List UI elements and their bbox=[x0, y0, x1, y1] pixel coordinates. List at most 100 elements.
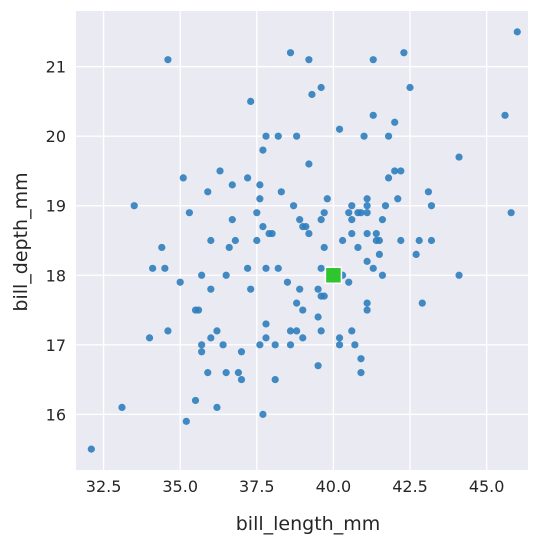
data-point bbox=[351, 341, 359, 349]
data-point bbox=[262, 264, 270, 272]
data-point bbox=[262, 132, 270, 140]
y-tick-label: 19 bbox=[46, 197, 66, 216]
data-point bbox=[363, 229, 371, 238]
data-point bbox=[222, 369, 230, 377]
data-point bbox=[87, 445, 95, 453]
data-point bbox=[372, 229, 380, 238]
data-point bbox=[381, 202, 390, 210]
data-point bbox=[455, 153, 463, 161]
data-point bbox=[194, 306, 203, 314]
y-tick-label: 20 bbox=[46, 127, 66, 146]
data-point bbox=[259, 410, 267, 418]
data-point bbox=[348, 216, 356, 224]
data-point bbox=[384, 174, 393, 182]
data-point bbox=[283, 278, 292, 286]
data-point bbox=[501, 111, 509, 119]
data-point bbox=[299, 306, 307, 314]
data-point bbox=[225, 243, 233, 252]
data-point bbox=[185, 209, 193, 217]
data-point bbox=[406, 83, 414, 92]
data-point bbox=[198, 341, 206, 349]
data-point bbox=[320, 292, 328, 300]
data-point bbox=[308, 90, 316, 99]
data-point bbox=[231, 236, 239, 245]
data-point bbox=[305, 160, 313, 168]
data-point bbox=[271, 375, 279, 384]
data-point bbox=[305, 229, 313, 238]
data-point bbox=[286, 341, 295, 349]
data-point bbox=[363, 299, 371, 307]
data-point bbox=[397, 167, 405, 175]
data-point bbox=[345, 278, 353, 286]
data-point bbox=[286, 49, 295, 57]
data-point bbox=[394, 195, 402, 203]
data-point bbox=[513, 28, 521, 36]
x-tick-label: 45.0 bbox=[469, 477, 505, 496]
data-point bbox=[363, 209, 371, 217]
data-point bbox=[354, 243, 362, 252]
data-point bbox=[204, 369, 212, 377]
data-point bbox=[427, 236, 436, 245]
data-point bbox=[357, 355, 365, 363]
y-axis-label: bill_depth_mm bbox=[10, 172, 32, 311]
data-point bbox=[234, 369, 243, 377]
data-point bbox=[274, 132, 282, 140]
data-point bbox=[130, 202, 138, 210]
data-point bbox=[320, 243, 328, 252]
data-point bbox=[262, 334, 270, 342]
data-point bbox=[182, 417, 190, 425]
data-point bbox=[176, 278, 184, 286]
data-point bbox=[412, 250, 420, 259]
data-point bbox=[378, 216, 387, 224]
data-point bbox=[289, 202, 298, 210]
data-point bbox=[228, 181, 236, 189]
data-point bbox=[216, 167, 224, 175]
data-point bbox=[455, 271, 463, 279]
data-point bbox=[348, 327, 356, 335]
data-point bbox=[237, 348, 246, 356]
data-point bbox=[191, 396, 200, 405]
data-point bbox=[207, 236, 215, 245]
data-point bbox=[335, 341, 344, 349]
data-point bbox=[222, 271, 230, 279]
data-point bbox=[213, 327, 221, 335]
data-point bbox=[219, 341, 227, 349]
x-tick-label: 35.0 bbox=[162, 477, 198, 496]
data-point bbox=[158, 243, 166, 252]
y-tick-label: 18 bbox=[46, 266, 66, 285]
data-point bbox=[363, 257, 371, 265]
data-point bbox=[375, 250, 383, 259]
data-point bbox=[299, 334, 307, 342]
data-point bbox=[335, 334, 344, 342]
data-point bbox=[268, 229, 276, 238]
data-point bbox=[274, 264, 282, 272]
y-tick-label: 21 bbox=[46, 58, 66, 77]
data-point bbox=[207, 334, 215, 342]
data-point bbox=[296, 285, 304, 293]
data-point bbox=[339, 236, 347, 245]
data-point bbox=[363, 306, 371, 314]
data-point bbox=[378, 271, 387, 279]
data-point bbox=[317, 327, 325, 335]
x-tick-labels: 32.5 35.0 37.5 40.0 42.5 45.0 bbox=[86, 477, 505, 496]
data-point bbox=[314, 313, 322, 321]
data-point bbox=[164, 56, 172, 64]
data-point bbox=[253, 236, 261, 245]
data-point bbox=[149, 264, 157, 272]
highlight-marker bbox=[324, 266, 343, 285]
data-point bbox=[259, 146, 267, 154]
data-point bbox=[256, 341, 264, 349]
data-point bbox=[314, 362, 322, 370]
data-point bbox=[345, 209, 353, 217]
data-point bbox=[305, 56, 313, 64]
x-tick-label: 32.5 bbox=[86, 477, 122, 496]
data-point bbox=[145, 334, 154, 342]
data-point bbox=[418, 299, 426, 307]
data-point bbox=[348, 229, 356, 238]
data-point bbox=[369, 111, 377, 119]
data-point bbox=[296, 216, 304, 224]
data-point bbox=[317, 264, 325, 272]
data-point bbox=[507, 209, 515, 217]
data-point bbox=[244, 264, 252, 272]
data-point bbox=[207, 285, 215, 293]
